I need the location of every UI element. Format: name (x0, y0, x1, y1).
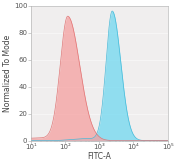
Y-axis label: Normalized To Mode: Normalized To Mode (4, 35, 12, 112)
X-axis label: FITC-A: FITC-A (87, 152, 111, 161)
